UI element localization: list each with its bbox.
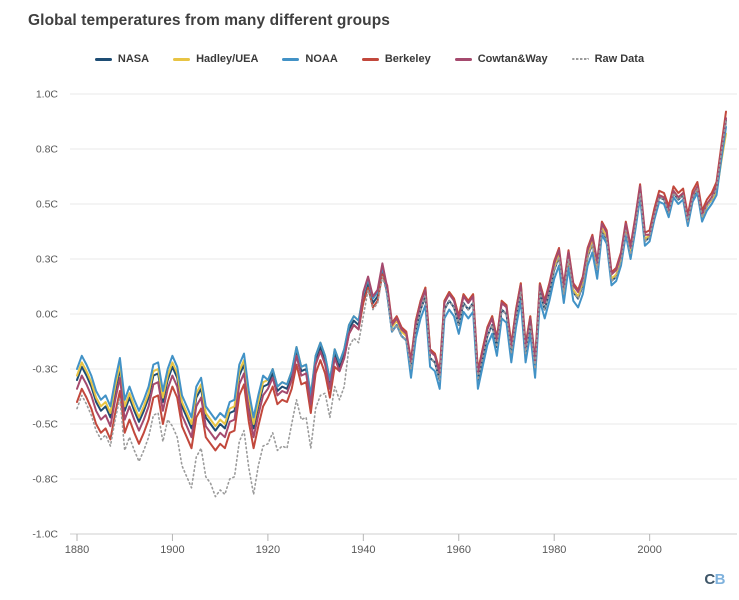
y-axis-tick-label: -1.0C [32, 529, 58, 541]
chart-title: Global temperatures from many different … [28, 12, 391, 29]
y-axis-tick-label: 0.3C [36, 254, 59, 266]
series-line-berkeley [76, 110, 727, 452]
logo-letter-b: B [714, 571, 726, 588]
legend-item-berkeley[interactable]: Berkeley [361, 53, 431, 65]
y-axis-tick-label: 0.5C [36, 199, 59, 211]
x-axis-tick-label: 1980 [542, 544, 566, 556]
legend-label: NASA [117, 53, 150, 65]
legend-label: Raw Data [594, 53, 645, 65]
legend-item-nasa[interactable]: NASA [94, 53, 150, 65]
legend-label: Berkeley [384, 53, 431, 65]
y-axis-tick-label: 0.0C [36, 309, 59, 321]
x-axis-tick-label: 2000 [637, 544, 661, 556]
legend-label: NOAA [305, 53, 338, 65]
legend-swatch-icon [361, 57, 379, 61]
legend-swatch-icon [94, 57, 112, 61]
legend-item-cowtan-way[interactable]: Cowtan&Way [454, 53, 548, 65]
series-line-cowtan-way [76, 117, 727, 441]
legend-label: Hadley/UEA [196, 53, 259, 65]
carbonbrief-logo: CB [704, 571, 725, 588]
series-line-nasa [76, 119, 727, 432]
chart-legend: NASA Hadley/UEA NOAA Berkeley Cowtan&Way Raw … [0, 53, 739, 65]
legend-swatch-icon [282, 57, 300, 61]
legend-swatch-icon [173, 57, 191, 61]
x-axis-tick-label: 1940 [351, 544, 375, 556]
x-axis-tick-label: 1920 [256, 544, 280, 556]
series-line-raw-data [76, 119, 727, 498]
series-line-noaa [76, 126, 727, 421]
x-axis-tick-label: 1960 [447, 544, 471, 556]
legend-item-hadley-uea[interactable]: Hadley/UEA [173, 53, 258, 65]
legend-item-raw-data[interactable]: Raw Data [571, 53, 645, 65]
legend-item-noaa[interactable]: NOAA [282, 53, 338, 65]
y-axis-tick-label: 1.0C [36, 89, 59, 101]
logo-letter-c: C [704, 571, 715, 588]
x-axis-tick-label: 1880 [65, 544, 89, 556]
y-axis-tick-label: -0.5C [32, 419, 58, 431]
y-axis-tick-label: -0.8C [32, 474, 58, 486]
y-axis-tick-label: 0.8C [36, 144, 59, 156]
y-axis-tick-label: -0.3C [32, 364, 58, 376]
legend-swatch-icon [571, 58, 589, 60]
legend-label: Cowtan&Way [477, 53, 548, 65]
x-axis-tick-label: 1900 [160, 544, 184, 556]
legend-swatch-icon [454, 57, 472, 61]
